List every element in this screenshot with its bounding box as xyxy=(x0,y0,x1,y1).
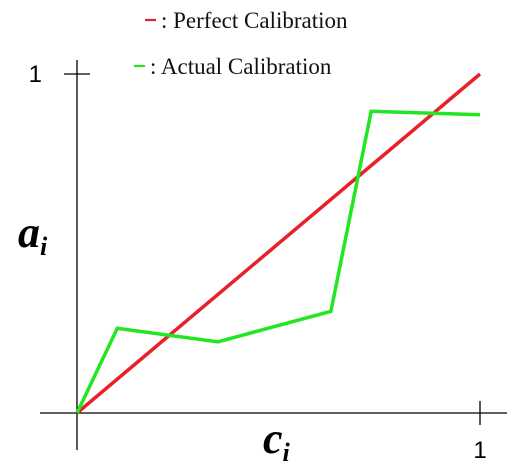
legend-label-perfect-calibration: : Perfect Calibration xyxy=(161,8,348,33)
y-axis-label: ai xyxy=(18,208,48,261)
y-tick-label: 1 xyxy=(29,61,42,88)
legend-label-actual-calibration: : Actual Calibration xyxy=(150,54,332,79)
axes xyxy=(40,60,507,450)
series-line-actual-calibration xyxy=(75,109,481,414)
series-line-perfect-calibration xyxy=(75,72,482,415)
legend: : Perfect Calibration : Actual Calibratio… xyxy=(134,8,348,79)
x-tick-label: 1 xyxy=(473,437,486,464)
x-axis-label: ci xyxy=(263,414,291,467)
series-layer xyxy=(75,72,482,415)
axis-labels: 1 1 ci ai xyxy=(18,61,487,467)
